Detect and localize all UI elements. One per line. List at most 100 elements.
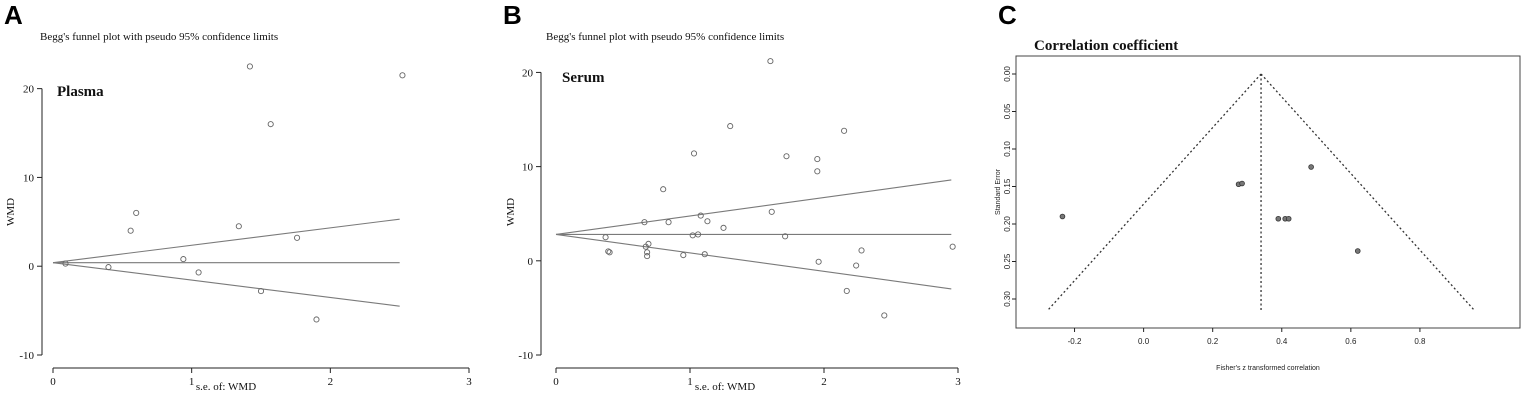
x-tick-label: 0.2 <box>1207 337 1219 346</box>
study-point <box>1059 213 1066 220</box>
x-tick-label: 3 <box>466 376 472 388</box>
chart-title: Correlation coefficient <box>1034 38 1178 54</box>
y-tick-label: 0 <box>29 261 35 273</box>
y-tick-label: 0.15 <box>1003 178 1012 194</box>
chart-annotation: Serum <box>562 70 605 86</box>
plot-frame <box>1015 55 1521 329</box>
chart-title: Begg's funnel plot with pseudo 95% confi… <box>40 31 278 43</box>
x-axis-label: s.e. of: WMD <box>196 381 256 393</box>
y-tick-label: 0.00 <box>1003 66 1012 82</box>
study-point <box>602 234 609 241</box>
y-axis-label: Standard Error <box>995 168 1002 215</box>
x-tick-label: 0 <box>553 376 559 388</box>
study-point <box>843 287 850 294</box>
upper-pseudo-confidence-limit <box>1260 73 1475 311</box>
study-point <box>701 251 708 258</box>
study-point <box>105 264 112 271</box>
y-tick-label: 0.10 <box>1003 141 1012 157</box>
study-point <box>949 243 956 250</box>
study-point <box>660 186 667 193</box>
study-point <box>294 234 301 241</box>
study-point <box>641 219 648 226</box>
study-point <box>1308 164 1314 170</box>
study-point <box>727 123 734 130</box>
funnel-plot-correlation: Correlation coefficient Fisher's z trans… <box>995 38 1521 372</box>
chart-annotation: Plasma <box>57 84 104 100</box>
y-axis-label: WMD <box>5 198 17 226</box>
x-axis-label: s.e. of: WMD <box>695 381 755 393</box>
study-point <box>1285 215 1292 222</box>
y-tick-label: -10 <box>518 350 533 362</box>
funnel-plot-plasma: Begg's funnel plot with pseudo 95% confi… <box>5 31 472 393</box>
y-tick-label: 10 <box>23 172 35 184</box>
study-point <box>689 232 696 239</box>
x-tick-label: -0.2 <box>1068 337 1082 346</box>
study-point <box>704 218 711 225</box>
y-tick-label: 0.20 <box>1003 216 1012 232</box>
panel-label-c: C <box>998 0 1017 30</box>
upper-confidence-limit <box>555 179 952 235</box>
study-point <box>697 212 704 219</box>
x-tick-label: 1 <box>189 376 195 388</box>
x-tick-label: 0.4 <box>1276 337 1288 346</box>
study-point <box>235 223 242 230</box>
study-point <box>257 288 265 295</box>
study-point <box>267 121 274 128</box>
study-point <box>767 58 774 65</box>
y-tick-label: 0.05 <box>1003 103 1012 119</box>
study-point <box>644 253 651 260</box>
y-tick-label: 0.30 <box>1003 291 1012 307</box>
x-tick-label: 0.8 <box>1414 337 1426 346</box>
study-point <box>814 168 821 175</box>
study-point <box>195 269 202 276</box>
y-tick-label: 0 <box>528 256 534 268</box>
x-tick-label: 3 <box>955 376 961 388</box>
study-point <box>180 256 187 263</box>
x-tick-label: 2 <box>328 376 334 388</box>
study-point <box>815 258 822 265</box>
x-tick-label: 2 <box>821 376 827 388</box>
x-tick-label: 0 <box>50 376 56 388</box>
study-point <box>783 153 790 160</box>
study-point <box>858 247 865 254</box>
upper-confidence-limit <box>52 218 400 264</box>
lower-confidence-limit <box>555 233 952 290</box>
study-point <box>127 227 134 234</box>
study-point <box>1354 248 1361 254</box>
funnel-plot-serum: Begg's funnel plot with pseudo 95% confi… <box>505 31 961 393</box>
study-point <box>881 312 888 319</box>
study-point <box>605 248 612 255</box>
x-axis-label: Fisher's z transformed correlation <box>1216 365 1320 372</box>
chart-title: Begg's funnel plot with pseudo 95% confi… <box>546 31 784 43</box>
y-tick-label: 20 <box>23 84 35 96</box>
study-point <box>313 316 320 323</box>
lower-pseudo-confidence-limit <box>1047 73 1262 311</box>
y-tick-label: 0.25 <box>1003 253 1012 269</box>
panel-label-b: B <box>503 0 522 30</box>
study-point <box>694 231 702 238</box>
lower-confidence-limit <box>52 262 400 307</box>
study-point <box>1239 180 1245 187</box>
study-point <box>690 150 698 157</box>
study-point <box>133 209 140 216</box>
x-tick-label: 1 <box>687 376 693 388</box>
y-tick-label: -10 <box>19 350 34 362</box>
study-point <box>1275 215 1282 222</box>
y-tick-label: 10 <box>522 162 534 174</box>
study-point <box>399 72 406 79</box>
study-point <box>841 127 848 134</box>
panel-label-a: A <box>4 0 23 30</box>
study-point <box>246 63 253 70</box>
study-point <box>720 224 727 231</box>
study-point <box>665 219 672 226</box>
study-point <box>782 233 789 240</box>
study-point <box>768 208 775 215</box>
study-point <box>853 262 860 269</box>
study-point <box>814 156 821 163</box>
study-point <box>62 260 69 267</box>
x-tick-label: 0.6 <box>1345 337 1357 346</box>
y-tick-label: 20 <box>522 67 534 79</box>
y-axis-label: WMD <box>505 198 517 226</box>
study-point <box>680 252 687 259</box>
